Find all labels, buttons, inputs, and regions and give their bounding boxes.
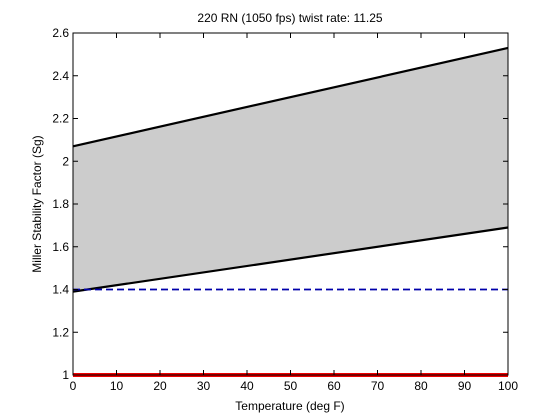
x-tick-label: 90 xyxy=(458,379,472,393)
x-tick-label: 80 xyxy=(414,379,428,393)
y-tick-label: 1.6 xyxy=(52,240,69,254)
band-upper-line xyxy=(72,46,509,148)
band-lower-line xyxy=(72,226,509,293)
y-tick-label: 2.4 xyxy=(52,69,69,83)
stability-band xyxy=(73,47,508,292)
plot-area xyxy=(72,32,509,377)
x-tick-label: 20 xyxy=(153,379,167,393)
x-tick-label: 70 xyxy=(371,379,385,393)
x-axis-label: Temperature (deg F) xyxy=(235,399,344,413)
x-tick-label: 40 xyxy=(240,379,254,393)
y-axis: 1 1.2 1.4 1.6 1.8 2 2.2 2.4 2.6 xyxy=(52,26,508,382)
y-tick-label: 1 xyxy=(62,368,69,382)
x-tick-label: 50 xyxy=(284,379,298,393)
y-axis-label: Miller Stability Factor (Sg) xyxy=(30,135,44,272)
y-tick-label: 1.4 xyxy=(52,283,69,297)
y-tick-label: 2 xyxy=(62,154,69,168)
x-tick-label: 10 xyxy=(110,379,124,393)
y-tick-label: 2.2 xyxy=(52,112,69,126)
x-tick-label: 100 xyxy=(498,379,518,393)
chart-title: 220 RN (1050 fps) twist rate: 11.25 xyxy=(197,11,383,25)
x-tick-label: 0 xyxy=(70,379,77,393)
y-tick-label: 2.6 xyxy=(52,26,69,40)
y-tick-label: 1.8 xyxy=(52,197,69,211)
x-axis: 0 10 20 30 40 50 60 70 80 90 100 xyxy=(70,33,518,393)
x-tick-label: 60 xyxy=(327,379,341,393)
x-tick-label: 30 xyxy=(197,379,211,393)
y-tick-label: 1.2 xyxy=(52,325,69,339)
